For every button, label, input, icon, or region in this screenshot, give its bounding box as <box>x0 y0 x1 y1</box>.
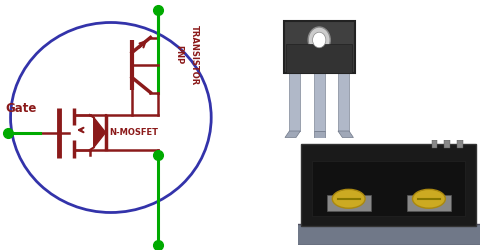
FancyBboxPatch shape <box>286 44 352 72</box>
Circle shape <box>312 32 326 48</box>
Polygon shape <box>314 131 325 138</box>
FancyBboxPatch shape <box>301 144 476 226</box>
Circle shape <box>308 27 330 53</box>
FancyBboxPatch shape <box>284 20 355 72</box>
Bar <box>457 140 463 148</box>
Bar <box>289 70 300 131</box>
Circle shape <box>412 189 445 208</box>
FancyBboxPatch shape <box>327 194 371 212</box>
Text: TRANSISTOR: TRANSISTOR <box>190 25 199 85</box>
FancyBboxPatch shape <box>312 161 466 216</box>
Text: Gate: Gate <box>5 102 36 115</box>
FancyBboxPatch shape <box>407 194 451 212</box>
Circle shape <box>332 189 365 208</box>
Bar <box>444 140 450 148</box>
Polygon shape <box>338 131 353 138</box>
Bar <box>314 70 325 131</box>
Text: PNP: PNP <box>174 46 183 64</box>
Bar <box>338 70 349 131</box>
Text: N-MOSFET: N-MOSFET <box>109 128 158 137</box>
Bar <box>432 140 437 148</box>
Polygon shape <box>94 118 106 148</box>
FancyBboxPatch shape <box>294 224 480 245</box>
Polygon shape <box>285 131 300 138</box>
